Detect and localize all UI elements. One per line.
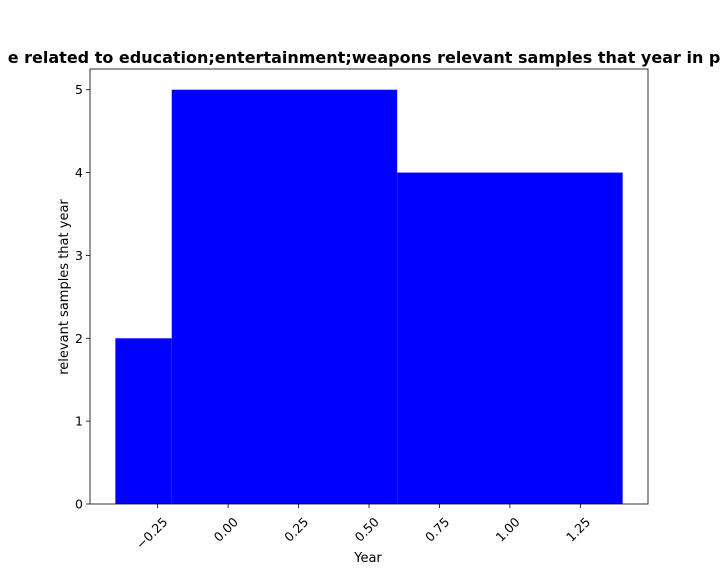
x-tick-label-0: −0.25 <box>133 514 171 552</box>
bar-1 <box>171 89 398 504</box>
x-tick-label-3: 0.50 <box>352 514 382 544</box>
y-tick-label-2: 2 <box>75 331 83 346</box>
x-axis-label: Year <box>353 551 382 566</box>
x-tick-label-5: 1.00 <box>493 514 523 544</box>
y-tick-label-5: 5 <box>75 82 83 97</box>
bar-2 <box>397 172 623 505</box>
x-tick-label-2: 0.25 <box>281 514 311 544</box>
bars-group <box>115 89 623 505</box>
x-tick-label-4: 0.75 <box>422 514 452 544</box>
y-tick-label-1: 1 <box>75 414 83 429</box>
bar-0 <box>115 338 172 504</box>
x-axis-ticks: −0.25 0.00 0.25 0.50 0.75 1.00 1.25 <box>133 504 593 552</box>
y-tick-label-3: 3 <box>75 248 83 263</box>
x-tick-label-1: 0.00 <box>211 514 241 544</box>
chart-title: e related to education;entertainment;wea… <box>8 48 720 67</box>
y-tick-label-0: 0 <box>75 497 83 512</box>
y-axis-label: relevant samples that year <box>57 199 72 375</box>
y-tick-label-4: 4 <box>75 165 83 180</box>
x-tick-label-6: 1.25 <box>563 514 593 544</box>
y-axis-ticks: 0 1 2 3 4 5 <box>75 82 90 512</box>
